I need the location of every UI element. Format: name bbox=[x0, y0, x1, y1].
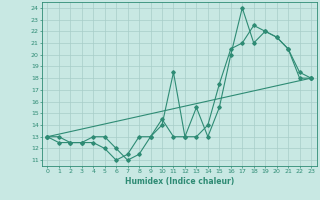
X-axis label: Humidex (Indice chaleur): Humidex (Indice chaleur) bbox=[124, 177, 234, 186]
